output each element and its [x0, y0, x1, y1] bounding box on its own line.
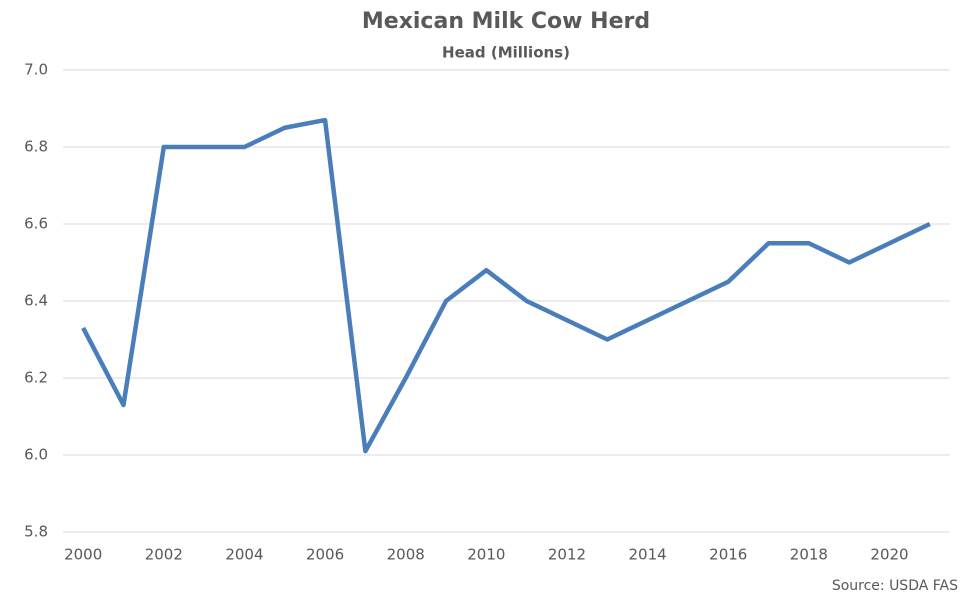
x-tick-label: 2002 [145, 546, 183, 564]
y-tick-label: 5.8 [24, 523, 48, 541]
y-tick-label: 6.6 [24, 215, 48, 233]
source-note: Source: USDA FAS [832, 578, 958, 594]
x-tick-label: 2014 [629, 546, 667, 564]
x-tick-label: 2018 [790, 546, 828, 564]
y-tick-label: 6.4 [24, 292, 48, 310]
chart-subtitle: Head (Millions) [442, 44, 570, 62]
x-tick-label: 2016 [709, 546, 747, 564]
x-tick-label: 2006 [306, 546, 344, 564]
x-tick-label: 2000 [64, 546, 102, 564]
x-tick-label: 2012 [548, 546, 586, 564]
data-line [81, 117, 931, 454]
x-tick-label: 2008 [387, 546, 425, 564]
x-tick-label: 2020 [870, 546, 908, 564]
chart-title: Mexican Milk Cow Herd [362, 9, 650, 34]
x-tick-label: 2010 [467, 546, 505, 564]
y-tick-label: 6.2 [24, 369, 48, 387]
x-tick-label: 2004 [225, 546, 263, 564]
y-tick-label: 6.8 [24, 138, 48, 156]
y-tick-label: 6.0 [24, 446, 48, 464]
y-tick-label: 7.0 [24, 61, 48, 79]
